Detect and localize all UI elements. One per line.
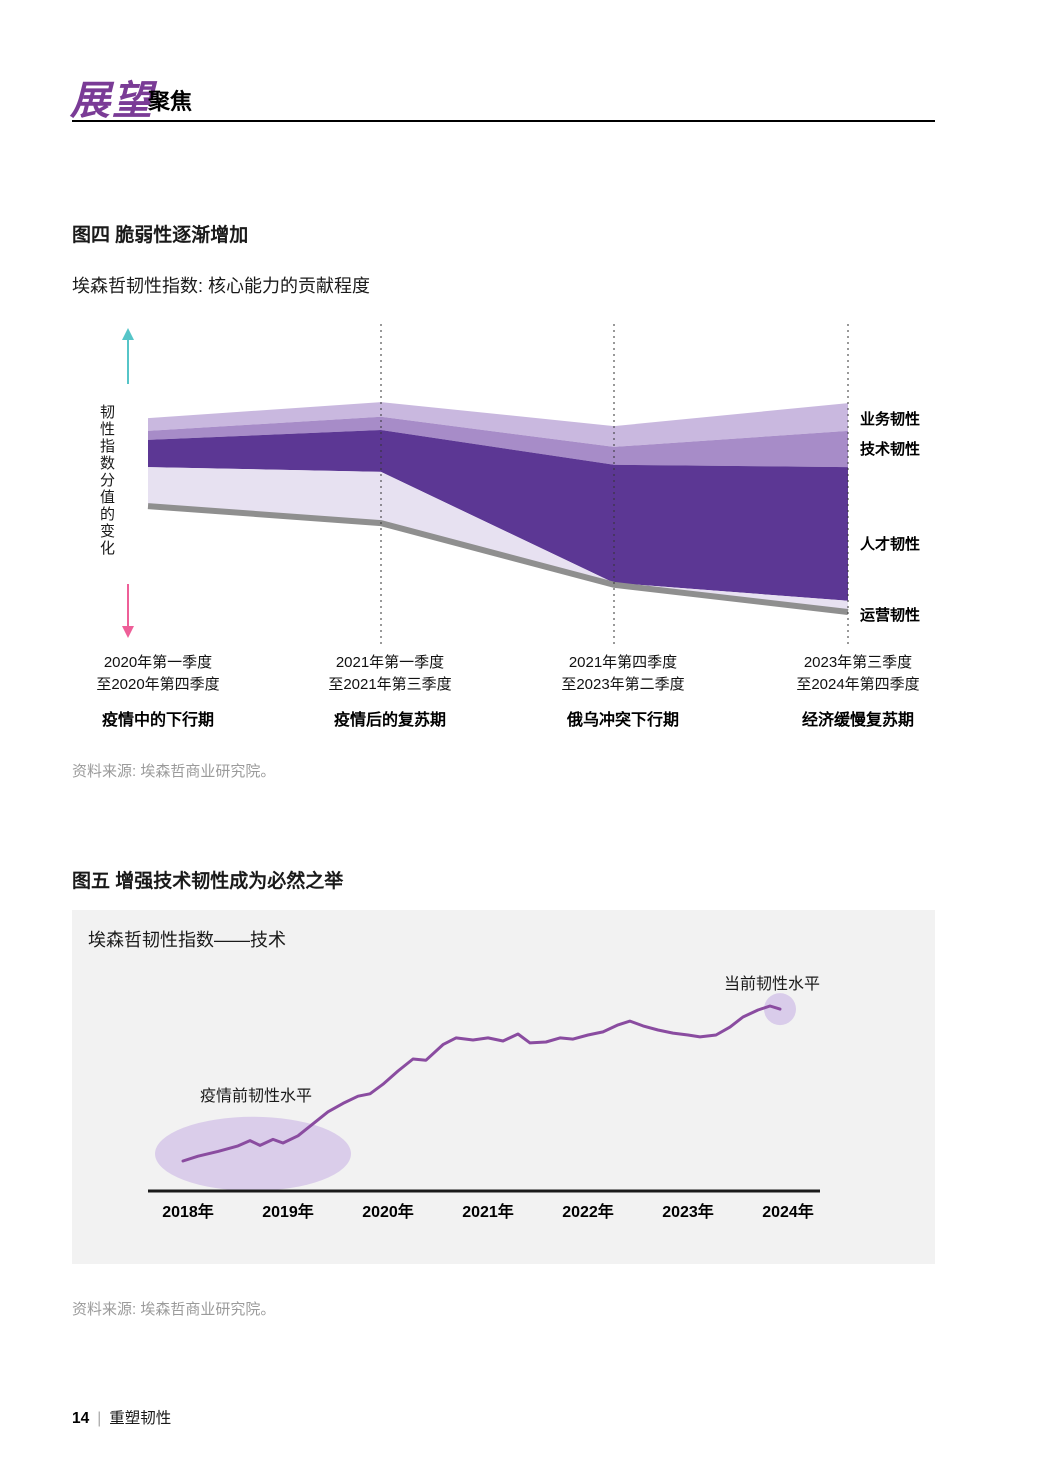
figure4-stream-chart xyxy=(122,324,849,645)
figure5-panel: 埃森哲韧性指数——技术 疫情前韧性水平 当前韧性水平 2018年 2019年 2… xyxy=(72,910,935,1264)
figure4-subtitle: 埃森哲韧性指数: 核心能力的贡献程度 xyxy=(72,276,371,296)
period-range-line2: 至2020年第四季度 xyxy=(96,676,220,693)
x-label-2019: 2019年 xyxy=(262,1204,314,1221)
band-label-business: 业务韧性 xyxy=(860,411,921,428)
figure4-chart: 韧性指数分值的变化 业务韧性 技术韧性 人才韧性 运营韧性 2020年第一季度 … xyxy=(72,322,942,752)
x-label-2020: 2020年 xyxy=(362,1204,414,1221)
band-label-talent: 人才韧性 xyxy=(860,536,921,553)
figure4-period-1: 2020年第一季度 至2020年第四季度 疫情中的下行期 xyxy=(38,652,278,730)
header-section-label: 聚焦 xyxy=(148,89,193,114)
page-number: 14 xyxy=(72,1410,90,1427)
brand-logo: 展望 xyxy=(70,79,154,123)
annotation-current-level: 当前韧性水平 xyxy=(724,976,821,993)
figure4-title: 图四 脆弱性逐渐增加 xyxy=(72,225,249,246)
footer-title: 重塑韧性 xyxy=(109,1410,172,1427)
period-range-line1: 2020年第一季度 xyxy=(103,654,213,671)
period-phase: 俄乌冲突下行期 xyxy=(566,712,679,729)
period-range-line2: 至2023年第二季度 xyxy=(561,676,685,693)
figure4-period-3: 2021年第四季度 至2023年第二季度 俄乌冲突下行期 xyxy=(503,652,743,730)
x-label-2021: 2021年 xyxy=(462,1204,514,1221)
figure5-line-chart xyxy=(148,993,820,1193)
period-range-line1: 2021年第四季度 xyxy=(568,654,678,671)
figure4-period-4: 2023年第三季度 至2024年第四季度 经济缓慢复苏期 xyxy=(738,652,978,730)
band-label-technology: 技术韧性 xyxy=(860,441,921,458)
x-label-2022: 2022年 xyxy=(562,1204,614,1221)
header-divider xyxy=(72,120,935,122)
x-label-2024: 2024年 xyxy=(762,1204,814,1221)
page-footer: 14 | 重塑韧性 xyxy=(72,1406,171,1428)
x-label-2018: 2018年 xyxy=(162,1204,214,1221)
figure4-y-axis-label: 韧性指数分值的变化 xyxy=(98,404,115,557)
figure4-source: 资料来源: 埃森哲商业研究院。 xyxy=(72,763,276,780)
period-range-line1: 2023年第三季度 xyxy=(803,654,913,671)
figure4-period-2: 2021年第一季度 至2021年第三季度 疫情后的复苏期 xyxy=(270,652,510,730)
footer-separator: | xyxy=(97,1410,102,1427)
period-phase: 疫情中的下行期 xyxy=(101,712,214,729)
period-phase: 经济缓慢复苏期 xyxy=(801,712,914,729)
period-phase: 疫情后的复苏期 xyxy=(333,712,446,729)
period-range-line2: 至2024年第四季度 xyxy=(796,676,920,693)
figure5-subtitle: 埃森哲韧性指数——技术 xyxy=(88,930,286,950)
figure5-title: 图五 增强技术韧性成为必然之举 xyxy=(72,871,344,892)
figure5-source: 资料来源: 埃森哲商业研究院。 xyxy=(72,1301,276,1318)
period-range-line1: 2021年第一季度 xyxy=(335,654,445,671)
x-label-2023: 2023年 xyxy=(662,1204,714,1221)
period-range-line2: 至2021年第三季度 xyxy=(328,676,452,693)
annotation-pre-pandemic-level: 疫情前韧性水平 xyxy=(200,1088,313,1105)
band-label-operations: 运营韧性 xyxy=(860,607,921,624)
